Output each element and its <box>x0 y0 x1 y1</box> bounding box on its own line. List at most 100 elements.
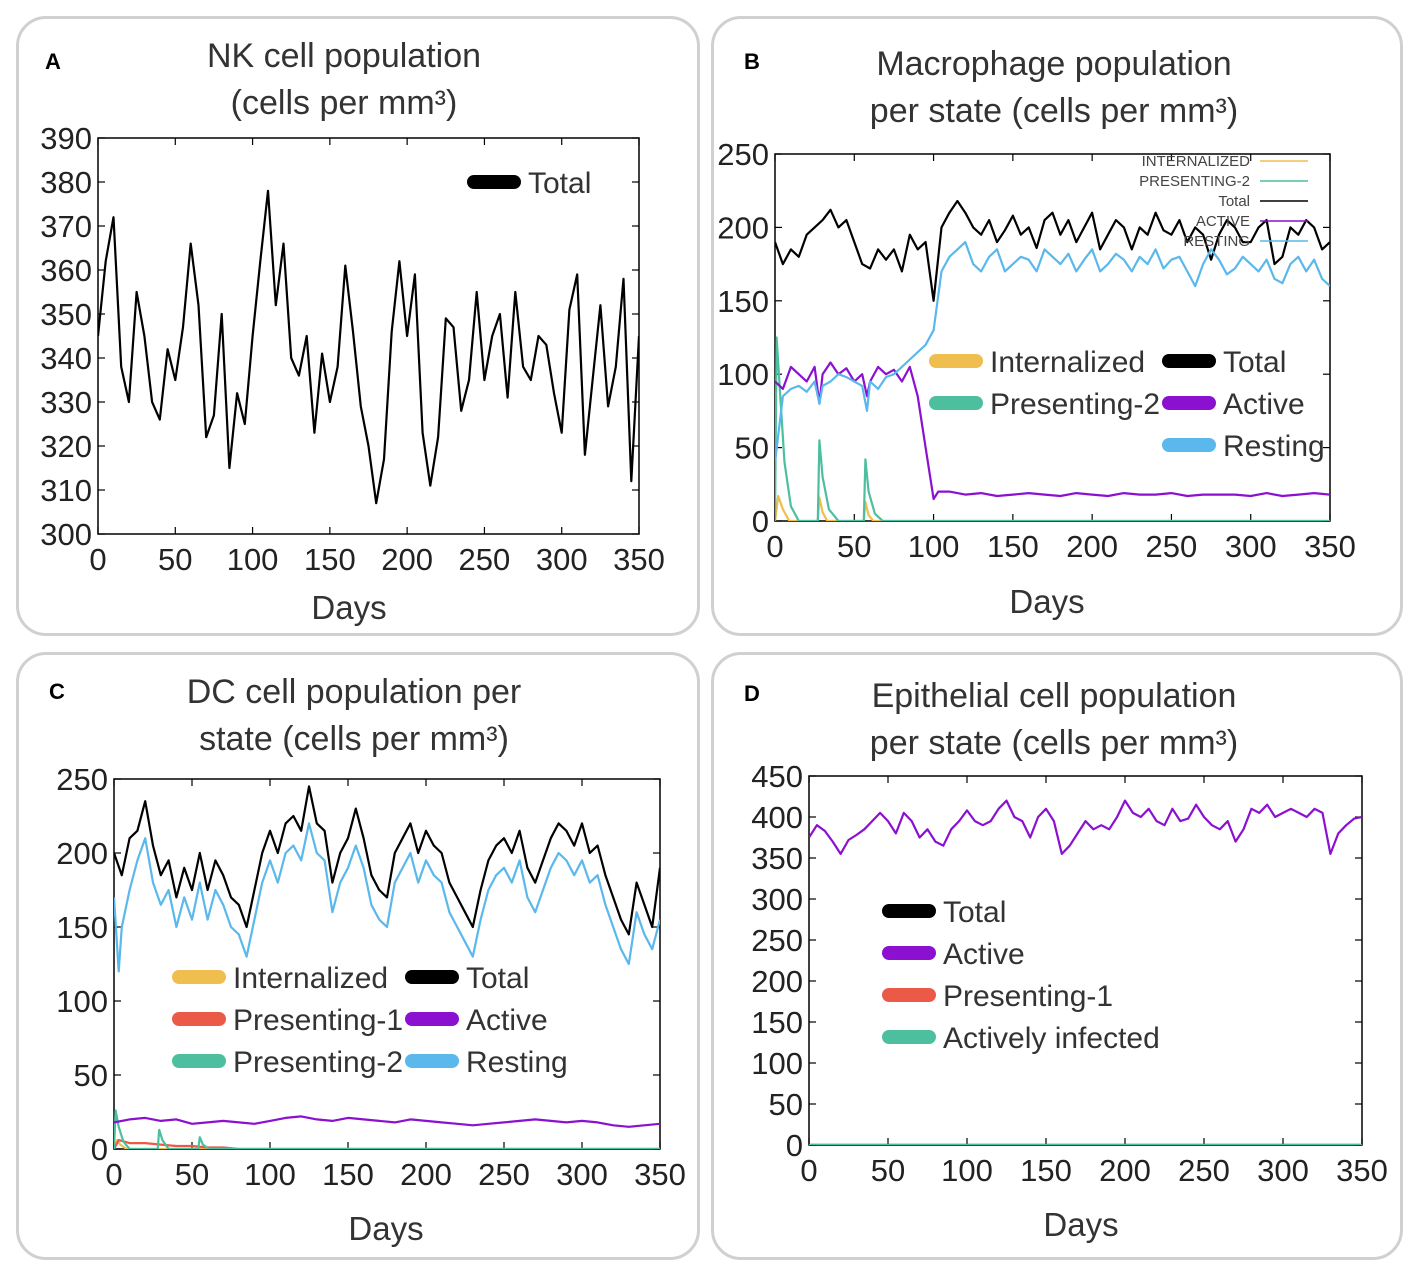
y-tick-label: 310 <box>40 473 92 508</box>
legend-label-active: Active <box>466 1004 548 1037</box>
legend-label-presenting-1: Presenting-1 <box>943 980 1113 1013</box>
x-tick-label: 350 <box>634 1157 686 1192</box>
y-tick-label: 250 <box>717 137 769 172</box>
series-line-presenting-2 <box>114 1109 660 1149</box>
epithelial-cell-chart: 0 50 100 150 200 250 300 350 400 450 0 50 100 150 200 2… <box>751 759 1388 1243</box>
panel-d: D Epithelial cell population per state (… <box>711 652 1403 1260</box>
legend-label-resting: Resting <box>466 1046 568 1079</box>
x-tick-label: 200 <box>1099 1153 1151 1188</box>
y-tick-label: 200 <box>717 210 769 245</box>
series-line-active <box>775 361 1330 501</box>
chart-title-line-1: Macrophage population <box>876 45 1232 83</box>
x-tick-label: 50 <box>175 1157 209 1192</box>
y-tick-label: 350 <box>751 841 803 876</box>
series-line-internalized <box>775 494 1330 521</box>
x-tick-label: 0 <box>89 542 106 577</box>
x-axis-label: Days <box>311 589 386 626</box>
chart-title-line-1: NK cell population <box>206 37 482 75</box>
series-line-presenting-2 <box>775 336 1330 521</box>
legend-label-total: Total <box>943 896 1006 929</box>
y-tick-label: 0 <box>786 1128 803 1163</box>
y-tick-label: 390 <box>40 121 92 156</box>
y-tick-label: 380 <box>40 165 92 200</box>
chart-title-line-2: (cells per mm³) <box>230 84 458 122</box>
x-tick-label: 250 <box>1146 529 1198 564</box>
y-tick-label: 320 <box>40 429 92 464</box>
plot-frame <box>808 775 1363 1146</box>
panel-letter: C <box>49 679 65 704</box>
chart-title-line-1: DC cell population per <box>186 673 522 711</box>
y-tick-label: 250 <box>751 923 803 958</box>
x-tick-label: 50 <box>837 529 871 564</box>
x-tick-label: 100 <box>227 542 279 577</box>
y-tick-label: 360 <box>40 253 92 288</box>
y-tick-label: 150 <box>717 284 769 319</box>
y-tick-label: 150 <box>56 910 108 945</box>
legend-label-presenting-2: Presenting-2 <box>233 1046 403 1079</box>
series-group <box>114 785 660 1149</box>
y-tick-label: 350 <box>40 297 92 332</box>
series-group <box>98 189 639 505</box>
chart-title: Epithelial cell population per state (ce… <box>804 673 1304 767</box>
y-tick-label: 330 <box>40 385 92 420</box>
inset-legend-label-resting: RESTING <box>1183 233 1250 250</box>
legend-label-presenting-2: Presenting-2 <box>990 388 1160 421</box>
dc-cell-chart: 0 50 100 150 200 250 0 50 100 150 200 250 300 350 Days… <box>56 762 686 1247</box>
chart-title: NK cell population (cells per mm³) <box>119 33 569 127</box>
legend-label-total: Total <box>466 962 529 995</box>
chart-title-line-2: per state (cells per mm³) <box>869 724 1239 762</box>
series-line-active <box>809 799 1362 855</box>
panel-letter: D <box>744 681 760 706</box>
y-tick-label: 100 <box>56 984 108 1019</box>
x-tick-label: 0 <box>766 529 783 564</box>
inset-legend-label-presenting-2: PRESENTING-2 <box>1139 173 1250 190</box>
panel-b: B Macrophage population per state (cells… <box>711 16 1403 636</box>
chart-title: DC cell population per state (cells per … <box>129 669 579 763</box>
y-tick-label: 450 <box>751 759 803 794</box>
y-tick-label: 0 <box>752 504 769 539</box>
x-tick-label: 250 <box>1178 1153 1230 1188</box>
series-line-resting <box>114 822 660 973</box>
chart-title-line-2: state (cells per mm³) <box>199 720 509 758</box>
series-line-presenting-1 <box>114 1139 660 1149</box>
y-tick-label: 100 <box>751 1046 803 1081</box>
legend-label-active: Active <box>1223 388 1305 421</box>
x-tick-label: 150 <box>322 1157 374 1192</box>
x-tick-label: 200 <box>1066 529 1118 564</box>
y-tick-label: 50 <box>74 1058 108 1093</box>
y-tick-label: 250 <box>56 762 108 797</box>
inset-legend-label-active: ACTIVE <box>1196 213 1250 230</box>
panel-letter: B <box>744 49 760 74</box>
panel-letter: A <box>45 49 61 74</box>
x-tick-label: 0 <box>105 1157 122 1192</box>
x-tick-label: 300 <box>1257 1153 1309 1188</box>
x-axis-label: Days <box>1043 1206 1118 1243</box>
series-line-internalized <box>114 1139 660 1149</box>
x-axis-label: Days <box>348 1210 423 1247</box>
x-tick-label: 100 <box>908 529 960 564</box>
x-tick-label: 200 <box>400 1157 452 1192</box>
x-tick-label: 250 <box>478 1157 530 1192</box>
chart-title: Macrophage population per state (cells p… <box>804 41 1304 135</box>
x-tick-label: 50 <box>158 542 192 577</box>
series-line-total <box>775 199 1330 302</box>
x-axis-label: Days <box>1009 583 1084 620</box>
x-tick-label: 350 <box>1304 529 1356 564</box>
chart-title-line-2: per state (cells per mm³) <box>869 92 1239 130</box>
y-tick-label: 300 <box>40 517 92 552</box>
y-tick-label: 50 <box>769 1087 803 1122</box>
x-tick-label: 300 <box>556 1157 608 1192</box>
series-line-total <box>114 785 660 936</box>
x-tick-label: 300 <box>536 542 588 577</box>
x-tick-label: 350 <box>1336 1153 1388 1188</box>
x-tick-label: 250 <box>459 542 511 577</box>
y-tick-label: 150 <box>751 1005 803 1040</box>
inset-legend-label-internalized: INTERNALIZED <box>1142 153 1251 170</box>
x-tick-label: 300 <box>1225 529 1277 564</box>
y-tick-label: 370 <box>40 209 92 244</box>
legend-label-active: Active <box>943 938 1025 971</box>
x-tick-label: 200 <box>381 542 433 577</box>
macrophage-chart: 0 50 100 150 200 250 0 50 100 150 200 250 300 350 Days… <box>717 137 1356 620</box>
series-line-total <box>98 189 639 505</box>
x-tick-label: 150 <box>1020 1153 1072 1188</box>
